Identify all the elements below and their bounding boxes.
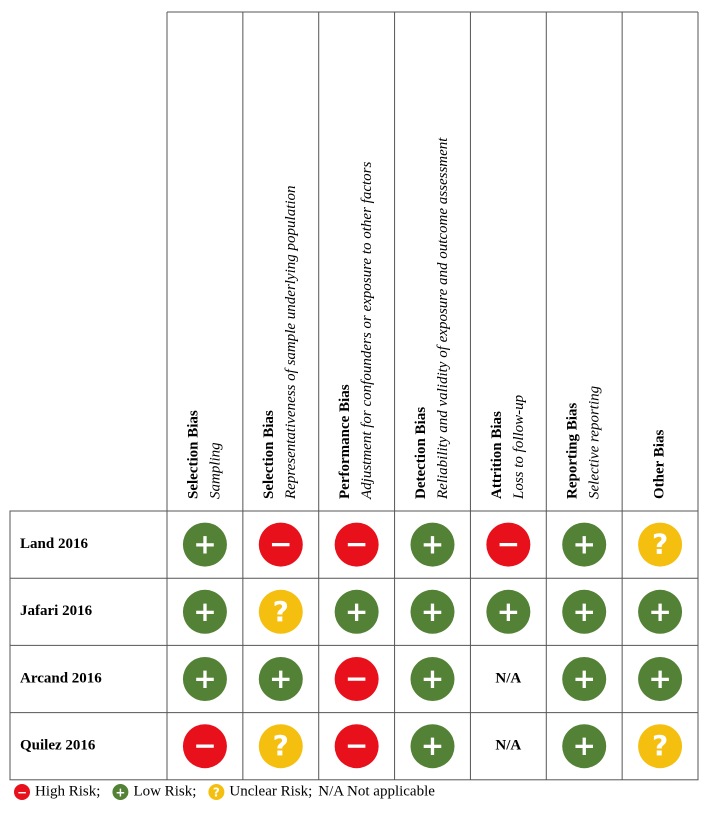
risk-icon <box>258 589 303 634</box>
risk-symbol: + <box>269 662 292 695</box>
risk-symbol: + <box>648 662 671 695</box>
risk-icon <box>410 724 455 769</box>
risk-icon <box>638 522 683 567</box>
column-title: Selection Bias <box>185 410 201 499</box>
risk-icon <box>182 657 227 701</box>
risk-icon <box>334 589 379 634</box>
risk-symbol: + <box>421 662 444 695</box>
row-label: Quilez 2016 <box>20 738 96 754</box>
column-title: Reporting Bias <box>565 403 581 499</box>
risk-icon <box>258 522 303 567</box>
risk-symbol: + <box>572 662 595 695</box>
column-title: Performance Bias <box>337 384 353 499</box>
risk-icon <box>334 657 379 701</box>
risk-icon <box>562 522 607 567</box>
risk-icon <box>182 724 227 769</box>
risk-symbol: ? <box>273 595 289 628</box>
legend-icon <box>14 784 30 800</box>
risk-icon <box>410 657 455 701</box>
risk-icon <box>182 589 227 634</box>
column-subtitle: Representativeness of sample underlying … <box>283 185 299 500</box>
risk-symbol: + <box>572 729 595 762</box>
risk-icon <box>410 522 455 567</box>
risk-symbol: − <box>345 528 368 561</box>
risk-symbol: − <box>345 729 368 762</box>
cell-text: N/A <box>495 670 521 686</box>
risk-icon <box>258 657 303 701</box>
risk-symbol: + <box>193 662 216 695</box>
column-subtitle: Loss to follow-up <box>511 394 527 500</box>
risk-icon <box>562 589 607 634</box>
risk-symbol: + <box>193 595 216 628</box>
risk-symbol: − <box>345 662 368 695</box>
risk-symbol: + <box>421 729 444 762</box>
legend-symbol: + <box>115 786 125 800</box>
risk-symbol: + <box>572 528 595 561</box>
risk-symbol: + <box>193 528 216 561</box>
legend-symbol: ? <box>213 786 220 800</box>
column-subtitle: Selective reporting <box>587 385 603 499</box>
row-label: Land 2016 <box>20 536 88 552</box>
legend-icon <box>208 784 225 800</box>
row-label: Arcand 2016 <box>20 670 102 686</box>
risk-symbol: + <box>648 595 671 628</box>
legend-icon <box>112 784 129 800</box>
risk-symbol: + <box>572 595 595 628</box>
row-label: Jafari 2016 <box>20 603 93 619</box>
column-title: Detection Bias <box>413 407 429 499</box>
risk-icon <box>334 724 379 769</box>
legend-symbol: − <box>17 786 27 800</box>
risk-symbol: ? <box>652 729 668 762</box>
cell-text: N/A <box>495 738 521 754</box>
column-title: Other Bias <box>652 430 668 499</box>
risk-symbol: ? <box>273 729 289 762</box>
risk-icon <box>638 589 683 634</box>
risk-symbol: − <box>497 528 520 561</box>
risk-symbol: + <box>421 528 444 561</box>
risk-symbol: ? <box>652 528 668 561</box>
column-title: Attrition Bias <box>489 411 505 499</box>
legend-note: N/A Not applicable <box>318 783 435 799</box>
column-subtitle: Adjustment for confounders or exposure t… <box>359 162 375 500</box>
legend-label: Unclear Risk; <box>229 783 312 799</box>
legend-label: High Risk; <box>35 783 100 799</box>
risk-symbol: + <box>421 595 444 628</box>
risk-icon <box>258 724 303 769</box>
risk-icon <box>486 589 531 634</box>
column-title: Selection Bias <box>261 410 277 499</box>
risk-icon <box>638 724 683 769</box>
column-subtitle: Sampling <box>207 442 223 499</box>
risk-symbol: + <box>345 595 368 628</box>
legend-label: Low Risk; <box>133 783 196 799</box>
risk-icon <box>410 589 455 634</box>
risk-icon <box>182 522 227 567</box>
risk-icon <box>486 522 531 567</box>
risk-symbol: + <box>497 595 520 628</box>
column-subtitle: Reliability and validity of exposure and… <box>435 137 451 500</box>
risk-icon <box>638 657 683 701</box>
risk-symbol: − <box>193 729 216 762</box>
risk-icon <box>562 724 607 769</box>
risk-symbol: − <box>269 528 292 561</box>
risk-icon <box>562 657 607 701</box>
risk-icon <box>334 522 379 567</box>
